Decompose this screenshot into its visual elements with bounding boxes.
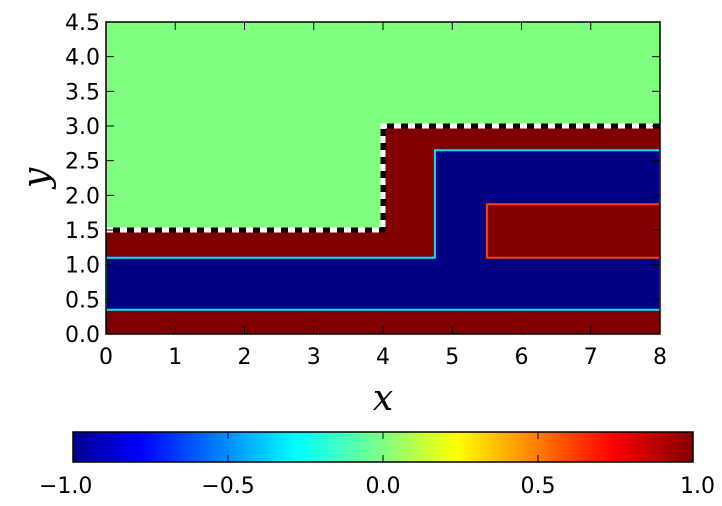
y-tick-label: 1.5: [65, 219, 100, 244]
y-tick-label: 2.0: [65, 184, 100, 209]
colorbar-tick-label: 0.0: [366, 474, 401, 499]
field-region-2: [106, 149, 660, 311]
colorbar-tick-label: −1.0: [39, 474, 92, 499]
colorbar-tick-label: 1.0: [680, 474, 715, 499]
colorbar-tick-label: 0.5: [521, 474, 556, 499]
y-tick-label: 0.0: [65, 323, 100, 348]
x-tick-label: 8: [653, 345, 667, 370]
x-tick-label: 7: [584, 345, 598, 370]
x-tick-label: 4: [376, 345, 390, 370]
x-axis-label: x: [373, 378, 393, 419]
boundary-dashes: [106, 123, 660, 233]
colorbar-tick-label: −0.5: [201, 474, 254, 499]
x-tick-label: 5: [445, 345, 459, 370]
x-tick-label: 3: [307, 345, 321, 370]
dashed-interface-boundary: [106, 123, 660, 233]
y-tick-label: 3.5: [65, 80, 100, 105]
colorbar-ticks: −1.0 −0.5 0.0 0.5 1.0: [39, 432, 715, 499]
x-axis: 0 1 2 3 4 5 6 7 8: [99, 22, 667, 370]
x-tick-label: 2: [238, 345, 252, 370]
x-tick-label: 6: [515, 345, 529, 370]
x-tick-label: 0: [99, 345, 113, 370]
field-region-3: [485, 203, 660, 259]
y-tick-label: 3.0: [65, 115, 100, 140]
y-tick-label: 0.5: [65, 288, 100, 313]
y-tick-label: 1.0: [65, 254, 100, 279]
y-axis: 0.0 0.5 1.0 1.5 2.0 2.5 3.0 3.5 4.0 4.5: [65, 11, 660, 348]
y-tick-label: 4.5: [65, 11, 100, 36]
y-tick-label: 2.5: [65, 150, 100, 175]
y-tick-label: 4.0: [65, 46, 100, 71]
y-axis-label: y: [16, 167, 57, 190]
x-tick-label: 1: [168, 345, 182, 370]
